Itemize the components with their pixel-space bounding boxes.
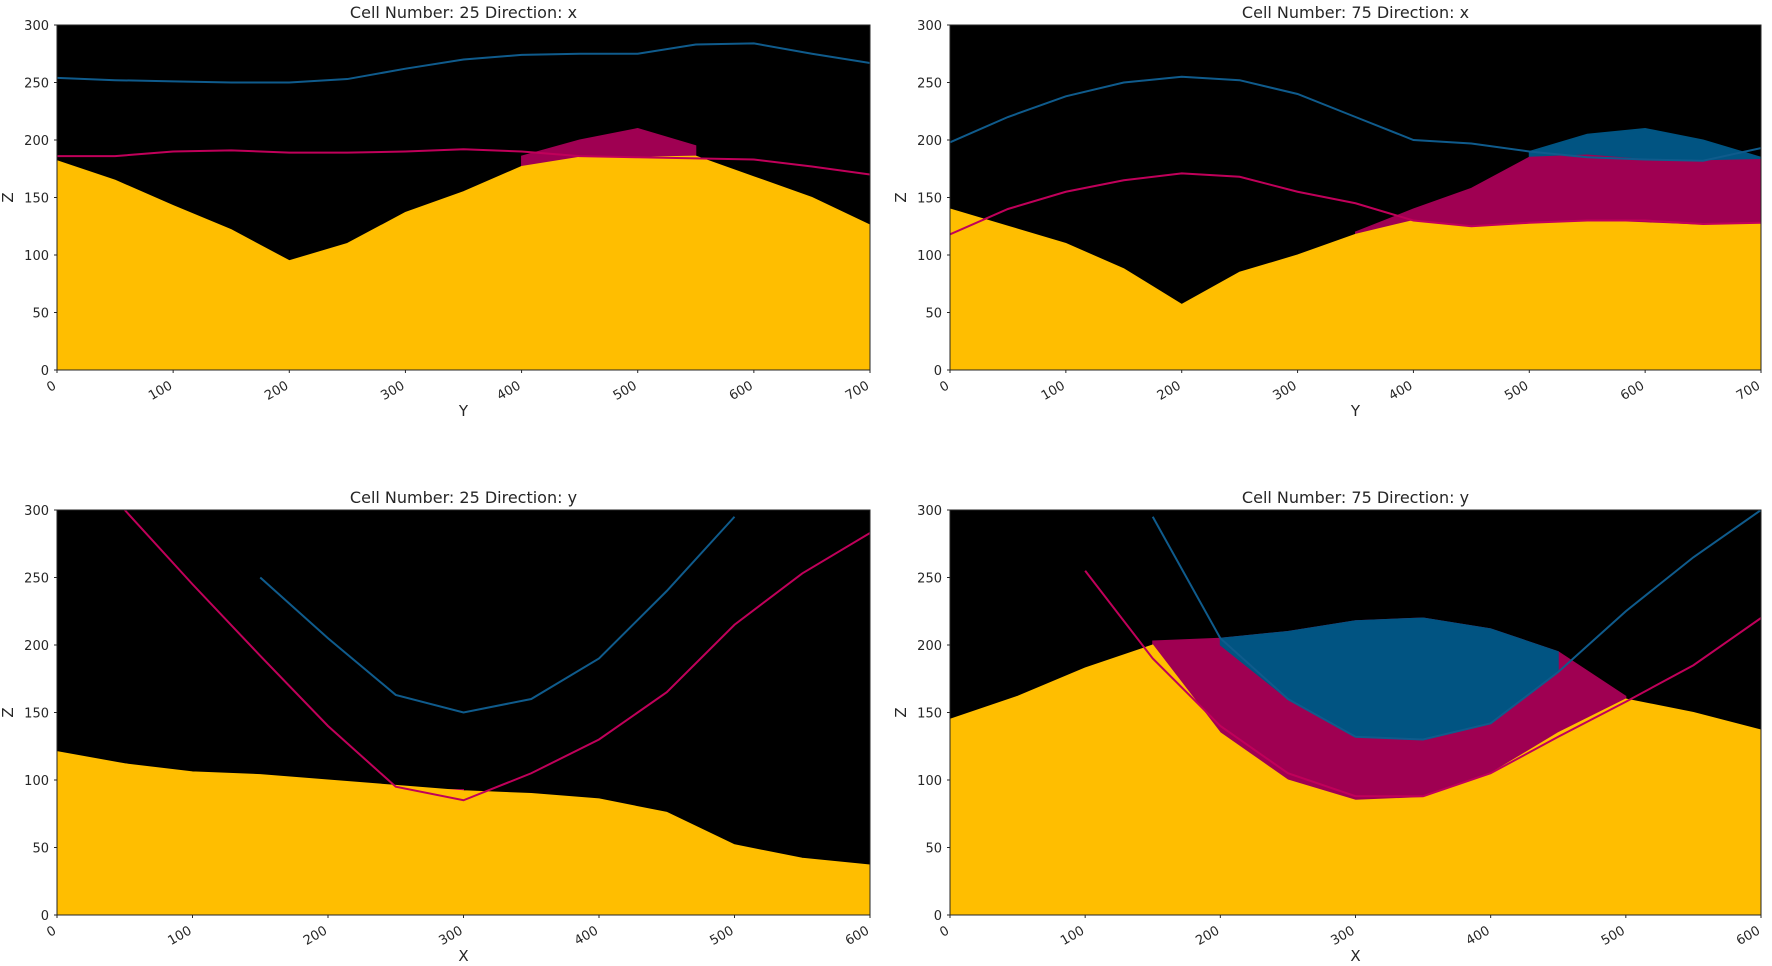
x-tick-label: 400 — [572, 923, 601, 948]
y-tick-label: 0 — [41, 909, 49, 924]
layer-area — [950, 208, 1761, 370]
panel: 0 50 100 150 200 250 300 0 100 200 300 400 500 600 700… — [892, 3, 1763, 420]
x-tick-label: 300 — [436, 923, 465, 948]
y-tick-label: 200 — [917, 134, 942, 149]
surface-line — [950, 75, 1761, 162]
surface-line — [1084, 570, 1761, 798]
x-axis-label: Y — [1350, 402, 1361, 420]
surface-line — [259, 516, 736, 714]
chart-title: Cell Number: 25 Direction: x — [350, 3, 577, 22]
y-tick-label: 50 — [925, 842, 942, 857]
y-axis-label: Z — [0, 707, 17, 717]
y-axis-label: Z — [892, 192, 910, 202]
x-tick-label: 500 — [611, 378, 640, 403]
x-tick-label: 200 — [1155, 378, 1184, 403]
panel: 0 50 100 150 200 250 300 0 100 200 300 400 500 600 Cel… — [892, 488, 1763, 965]
plot-area — [57, 510, 870, 915]
x-tick-label: 0 — [44, 923, 59, 940]
plot-area — [950, 510, 1761, 915]
y-tick-label: 300 — [917, 19, 942, 34]
surface-line — [124, 510, 870, 802]
x-axis-label: X — [1350, 947, 1360, 965]
x-tick-label: 500 — [707, 923, 736, 948]
y-tick-label: 250 — [24, 572, 49, 587]
x-tick-label: 0 — [44, 378, 59, 395]
surface-line — [57, 148, 870, 176]
x-tick-label: 300 — [1328, 923, 1357, 948]
y-tick-label: 200 — [917, 639, 942, 654]
x-axis-label: Y — [458, 402, 469, 420]
layer-area — [950, 644, 1761, 915]
surface-line — [57, 42, 870, 84]
y-tick-label: 0 — [41, 364, 49, 379]
x-tick-label: 100 — [1058, 923, 1087, 948]
chart-title: Cell Number: 75 Direction: y — [1242, 488, 1469, 507]
x-tick-label: 400 — [1464, 923, 1493, 948]
y-tick-label: 100 — [24, 249, 49, 264]
y-tick-label: 250 — [917, 77, 942, 92]
surface-line — [950, 172, 1761, 236]
y-tick-label: 100 — [24, 774, 49, 789]
y-tick-label: 0 — [934, 364, 942, 379]
y-tick-label: 100 — [917, 774, 942, 789]
y-tick-label: 150 — [24, 707, 49, 722]
layer-area — [57, 751, 870, 915]
x-tick-label: 600 — [843, 923, 872, 948]
chart-title: Cell Number: 25 Direction: y — [350, 488, 577, 507]
x-tick-label: 100 — [1039, 378, 1068, 403]
x-tick-label: 300 — [1271, 378, 1300, 403]
plot-area — [950, 75, 1761, 370]
plot-area — [57, 42, 870, 370]
x-tick-label: 0 — [937, 923, 952, 940]
x-tick-label: 600 — [1734, 923, 1763, 948]
x-tick-label: 100 — [165, 923, 194, 948]
y-tick-label: 300 — [917, 504, 942, 519]
x-tick-label: 400 — [495, 378, 524, 403]
x-tick-label: 400 — [1386, 378, 1415, 403]
x-tick-label: 200 — [301, 923, 330, 948]
x-tick-label: 0 — [937, 378, 952, 395]
y-tick-label: 150 — [917, 192, 942, 207]
y-tick-label: 300 — [24, 19, 49, 34]
y-tick-label: 50 — [32, 842, 49, 857]
y-tick-label: 250 — [24, 77, 49, 92]
x-tick-label: 300 — [378, 378, 407, 403]
x-tick-label: 200 — [262, 378, 291, 403]
y-tick-label: 150 — [24, 192, 49, 207]
y-tick-label: 300 — [24, 504, 49, 519]
y-tick-label: 200 — [24, 134, 49, 149]
x-tick-label: 200 — [1193, 923, 1222, 948]
panel: 0 50 100 150 200 250 300 0 100 200 300 400 500 600 Cel… — [0, 488, 872, 965]
x-axis-label: X — [458, 947, 468, 965]
y-tick-label: 250 — [917, 572, 942, 587]
x-tick-label: 100 — [146, 378, 175, 403]
y-tick-label: 150 — [917, 707, 942, 722]
x-tick-label: 600 — [1618, 378, 1647, 403]
x-tick-label: 700 — [1734, 378, 1763, 403]
x-tick-label: 500 — [1599, 923, 1628, 948]
y-tick-label: 50 — [32, 307, 49, 322]
surface-line — [1151, 510, 1761, 741]
y-tick-label: 100 — [917, 249, 942, 264]
y-axis-label: Z — [892, 707, 910, 717]
y-tick-label: 0 — [934, 909, 942, 924]
x-tick-label: 500 — [1502, 378, 1531, 403]
chart-title: Cell Number: 75 Direction: x — [1242, 3, 1469, 22]
panel: 0 50 100 150 200 250 300 0 100 200 300 400 500 600 700… — [0, 3, 872, 420]
x-tick-label: 600 — [727, 378, 756, 403]
y-tick-label: 200 — [24, 639, 49, 654]
layer-area — [57, 155, 870, 370]
x-tick-label: 700 — [843, 378, 872, 403]
y-tick-label: 50 — [925, 307, 942, 322]
y-axis-label: Z — [0, 192, 17, 202]
